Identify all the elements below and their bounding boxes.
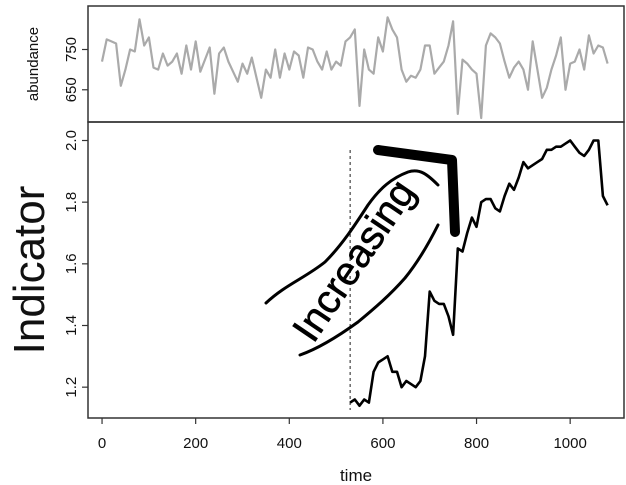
time-x-axis: 0 200 400 600 800 1000: [98, 418, 587, 452]
annotation-outline-bottom: [298, 223, 440, 357]
time-x-tick-label: 0: [98, 435, 106, 452]
abundance-y-tick-label: 650: [63, 77, 80, 102]
indicator-y-axis: 1.2 1.4 1.6 1.8 2.0: [63, 130, 88, 398]
abundance-series-line: [100, 16, 609, 120]
indicator-axis-title: Indicator: [5, 186, 54, 355]
indicator-panel: 1.2 1.4 1.6 1.8 2.0 0 200 400 600 800 1000 Indica…: [5, 121, 625, 485]
time-x-tick-label: 800: [464, 435, 489, 452]
indicator-y-tick-label: 2.0: [63, 130, 80, 151]
indicator-y-tick-label: 1.2: [63, 377, 80, 398]
indicator-panel-frame: [87, 121, 625, 419]
abundance-series: [100, 16, 609, 120]
indicator-y-tick-label: 1.8: [63, 192, 80, 213]
indicator-y-tick-label: 1.6: [63, 253, 80, 274]
time-x-tick-label: 200: [183, 435, 208, 452]
indicator-series: [349, 139, 609, 407]
time-axis-title: time: [340, 466, 372, 485]
time-x-tick-label: 1000: [553, 435, 586, 452]
arrow-icon: [373, 145, 460, 237]
abundance-panel: 650 750 abundance: [25, 5, 625, 123]
annotation-outline-top: [264, 169, 440, 305]
indicator-series-line: [349, 139, 609, 407]
time-x-tick-label: 400: [277, 435, 302, 452]
abundance-y-tick-label: 750: [63, 37, 80, 62]
indicator-y-tick-label: 1.4: [63, 315, 80, 336]
abundance-y-axis: 650 750: [63, 37, 88, 102]
time-x-tick-label: 600: [370, 435, 395, 452]
abundance-axis-title: abundance: [25, 27, 42, 101]
